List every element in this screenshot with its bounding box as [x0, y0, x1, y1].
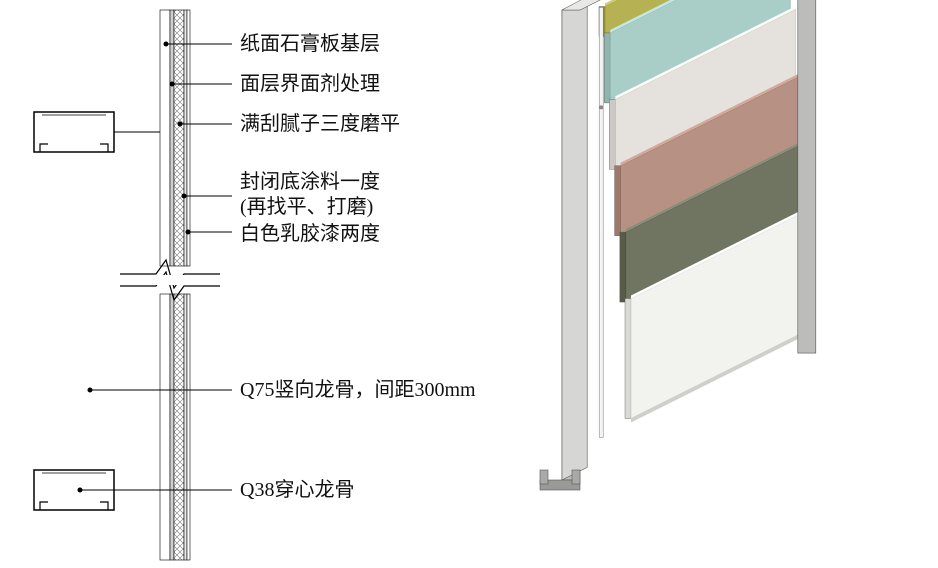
section-label-l7: Q38穿心龙骨: [240, 478, 354, 501]
section-label-l5: 白色乳胶漆两度: [240, 222, 380, 245]
section-label-l2: 面层界面剂处理: [240, 72, 380, 95]
section-label-l6: Q75竖向龙骨，间距300mm: [240, 378, 476, 401]
isometric-svg: [490, 0, 938, 568]
section-drawing-panel: 纸面石膏板基层面层界面剂处理满刮腻子三度磨平封闭底涂料一度(再找平、打磨) 白色乳…: [0, 0, 490, 568]
section-label-l4b: (再找平、打磨): [240, 195, 373, 218]
isometric-panel: [490, 0, 938, 568]
section-label-l3: 满刮腻子三度磨平: [240, 112, 400, 135]
section-svg: 纸面石膏板基层面层界面剂处理满刮腻子三度磨平封闭底涂料一度(再找平、打磨) 白色乳…: [0, 0, 490, 568]
section-label-l1: 纸面石膏板基层: [240, 32, 380, 55]
section-label-l4a: 封闭底涂料一度: [240, 170, 380, 193]
